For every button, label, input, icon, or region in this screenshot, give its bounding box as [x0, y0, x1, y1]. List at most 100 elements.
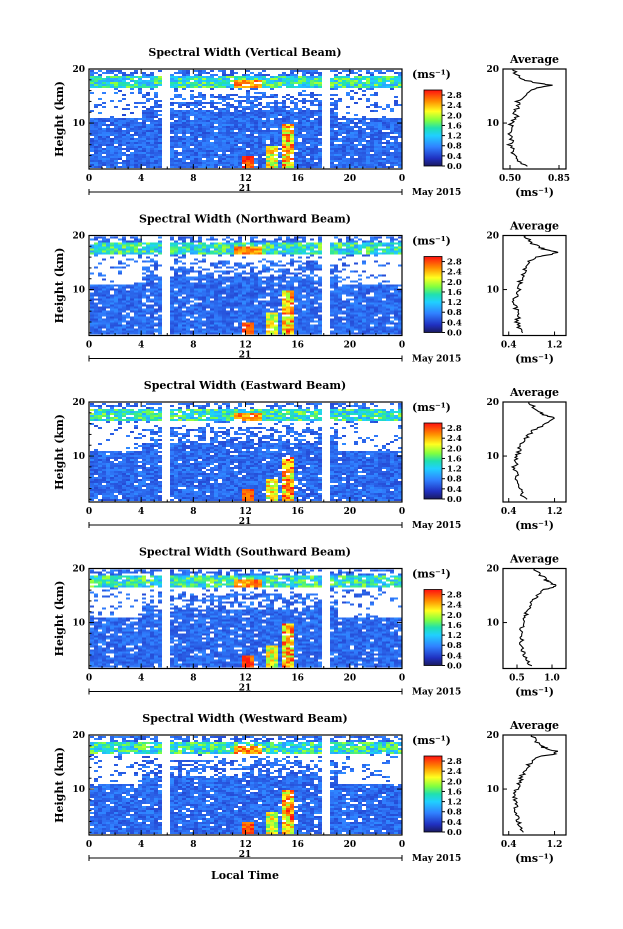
- heatmap-cell: [278, 136, 282, 138]
- heatmap-cell: [186, 164, 190, 166]
- heatmap-cell: [254, 294, 258, 297]
- heatmap-cell: [94, 298, 98, 301]
- heatmap-cell: [318, 238, 322, 241]
- heatmap-cell: [318, 244, 322, 247]
- heatmap-cell: [134, 166, 138, 168]
- heatmap-cell: [210, 332, 214, 335]
- heatmap-cell: [394, 140, 398, 142]
- heatmap-cell: [138, 160, 142, 162]
- heatmap-cell: [210, 116, 214, 118]
- heatmap-cell: [258, 80, 262, 82]
- heatmap-cell: [306, 148, 310, 150]
- heatmap-cell: [258, 276, 262, 279]
- heatmap-cell: [298, 244, 302, 247]
- heatmap-cell: [178, 302, 182, 305]
- heatmap-cell: [214, 136, 218, 138]
- heatmap-cell: [146, 164, 150, 166]
- heatmap-cell: [122, 324, 126, 327]
- heatmap-cell: [234, 288, 238, 291]
- heatmap-cell: [186, 80, 190, 82]
- heatmap-cell: [142, 284, 146, 287]
- heatmap-cell: [194, 330, 198, 333]
- heatmap-cell: [310, 264, 314, 267]
- heatmap-cell: [102, 84, 106, 86]
- heatmap-cell: [130, 160, 134, 162]
- heatmap-cell: [142, 112, 146, 114]
- heatmap-cell: [334, 116, 338, 118]
- heatmap-cell: [270, 278, 274, 281]
- heatmap-cell: [306, 72, 310, 74]
- heatmap-cell: [218, 122, 222, 124]
- heatmap-cell: [254, 332, 258, 335]
- heatmap-cell: [350, 78, 354, 80]
- heatmap-cell: [106, 316, 110, 319]
- y-tick-label: 10: [72, 119, 85, 129]
- heatmap-cell: [310, 294, 314, 297]
- heatmap-cell: [250, 252, 254, 255]
- heatmap-cell: [206, 152, 210, 154]
- heatmap-cell: [122, 262, 126, 265]
- heatmap-cell: [94, 236, 98, 239]
- heatmap-cell: [154, 292, 158, 295]
- heatmap-cell: [222, 242, 226, 245]
- heatmap-cell: [122, 328, 126, 331]
- heatmap-cell: [330, 164, 334, 166]
- heatmap-cell: [218, 274, 222, 277]
- heatmap-cell: [186, 332, 190, 335]
- heatmap-cell: [310, 166, 314, 168]
- heatmap-cell: [178, 144, 182, 146]
- heatmap-cell: [314, 134, 318, 136]
- heatmap-cell: [386, 132, 390, 134]
- heatmap-cell: [362, 130, 366, 132]
- heatmap-cell: [130, 236, 134, 239]
- heatmap-cell: [250, 286, 254, 289]
- heatmap-cell: [122, 72, 126, 74]
- heatmap-cell: [146, 278, 150, 281]
- average-profile-line: [505, 68, 553, 167]
- heatmap-cell: [186, 278, 190, 281]
- heatmap-cell: [266, 284, 270, 287]
- heatmap-cell: [110, 246, 114, 249]
- heatmap-cell: [234, 112, 238, 114]
- heatmap-cell: [190, 136, 194, 138]
- heatmap-cell: [94, 318, 98, 321]
- heatmap-cell: [262, 158, 266, 160]
- heatmap-cell: [230, 134, 234, 136]
- heatmap-cell: [90, 120, 94, 122]
- heatmap-cell: [346, 92, 350, 94]
- heatmap-cell: [278, 294, 282, 297]
- heatmap-cell: [270, 156, 274, 158]
- heatmap-cell: [178, 248, 182, 251]
- heatmap-cell: [122, 330, 126, 333]
- heatmap-cell: [238, 130, 242, 132]
- heatmap-cell: [266, 96, 270, 98]
- heatmap-cell: [346, 166, 350, 168]
- heatmap-cell: [222, 84, 226, 86]
- heatmap-cell: [238, 322, 242, 325]
- heatmap-cell: [246, 302, 250, 305]
- heatmap-cell: [206, 154, 210, 156]
- heatmap-cell: [210, 164, 214, 166]
- heatmap-cell: [250, 146, 254, 148]
- heatmap-cell: [178, 318, 182, 321]
- heatmap-cell: [214, 142, 218, 144]
- heatmap-cell: [294, 322, 298, 325]
- heatmap-cell: [302, 314, 306, 317]
- heatmap-cell: [150, 164, 154, 166]
- heatmap-cell: [362, 138, 366, 140]
- heatmap-cell: [278, 260, 282, 263]
- heatmap-cell: [242, 266, 246, 269]
- heatmap-cell: [174, 136, 178, 138]
- heatmap-cell: [290, 264, 294, 267]
- heatmap-cell: [266, 78, 270, 80]
- heatmap-cell: [94, 126, 98, 128]
- heatmap-cell: [294, 296, 298, 299]
- heatmap-cell: [126, 140, 130, 142]
- heatmap-cell: [242, 114, 246, 116]
- heatmap-cell: [218, 326, 222, 329]
- heatmap-cell: [330, 78, 334, 80]
- heatmap-cell: [118, 238, 122, 241]
- heatmap-cell: [334, 82, 338, 84]
- heatmap-cell: [386, 154, 390, 156]
- heatmap-cell: [106, 150, 110, 152]
